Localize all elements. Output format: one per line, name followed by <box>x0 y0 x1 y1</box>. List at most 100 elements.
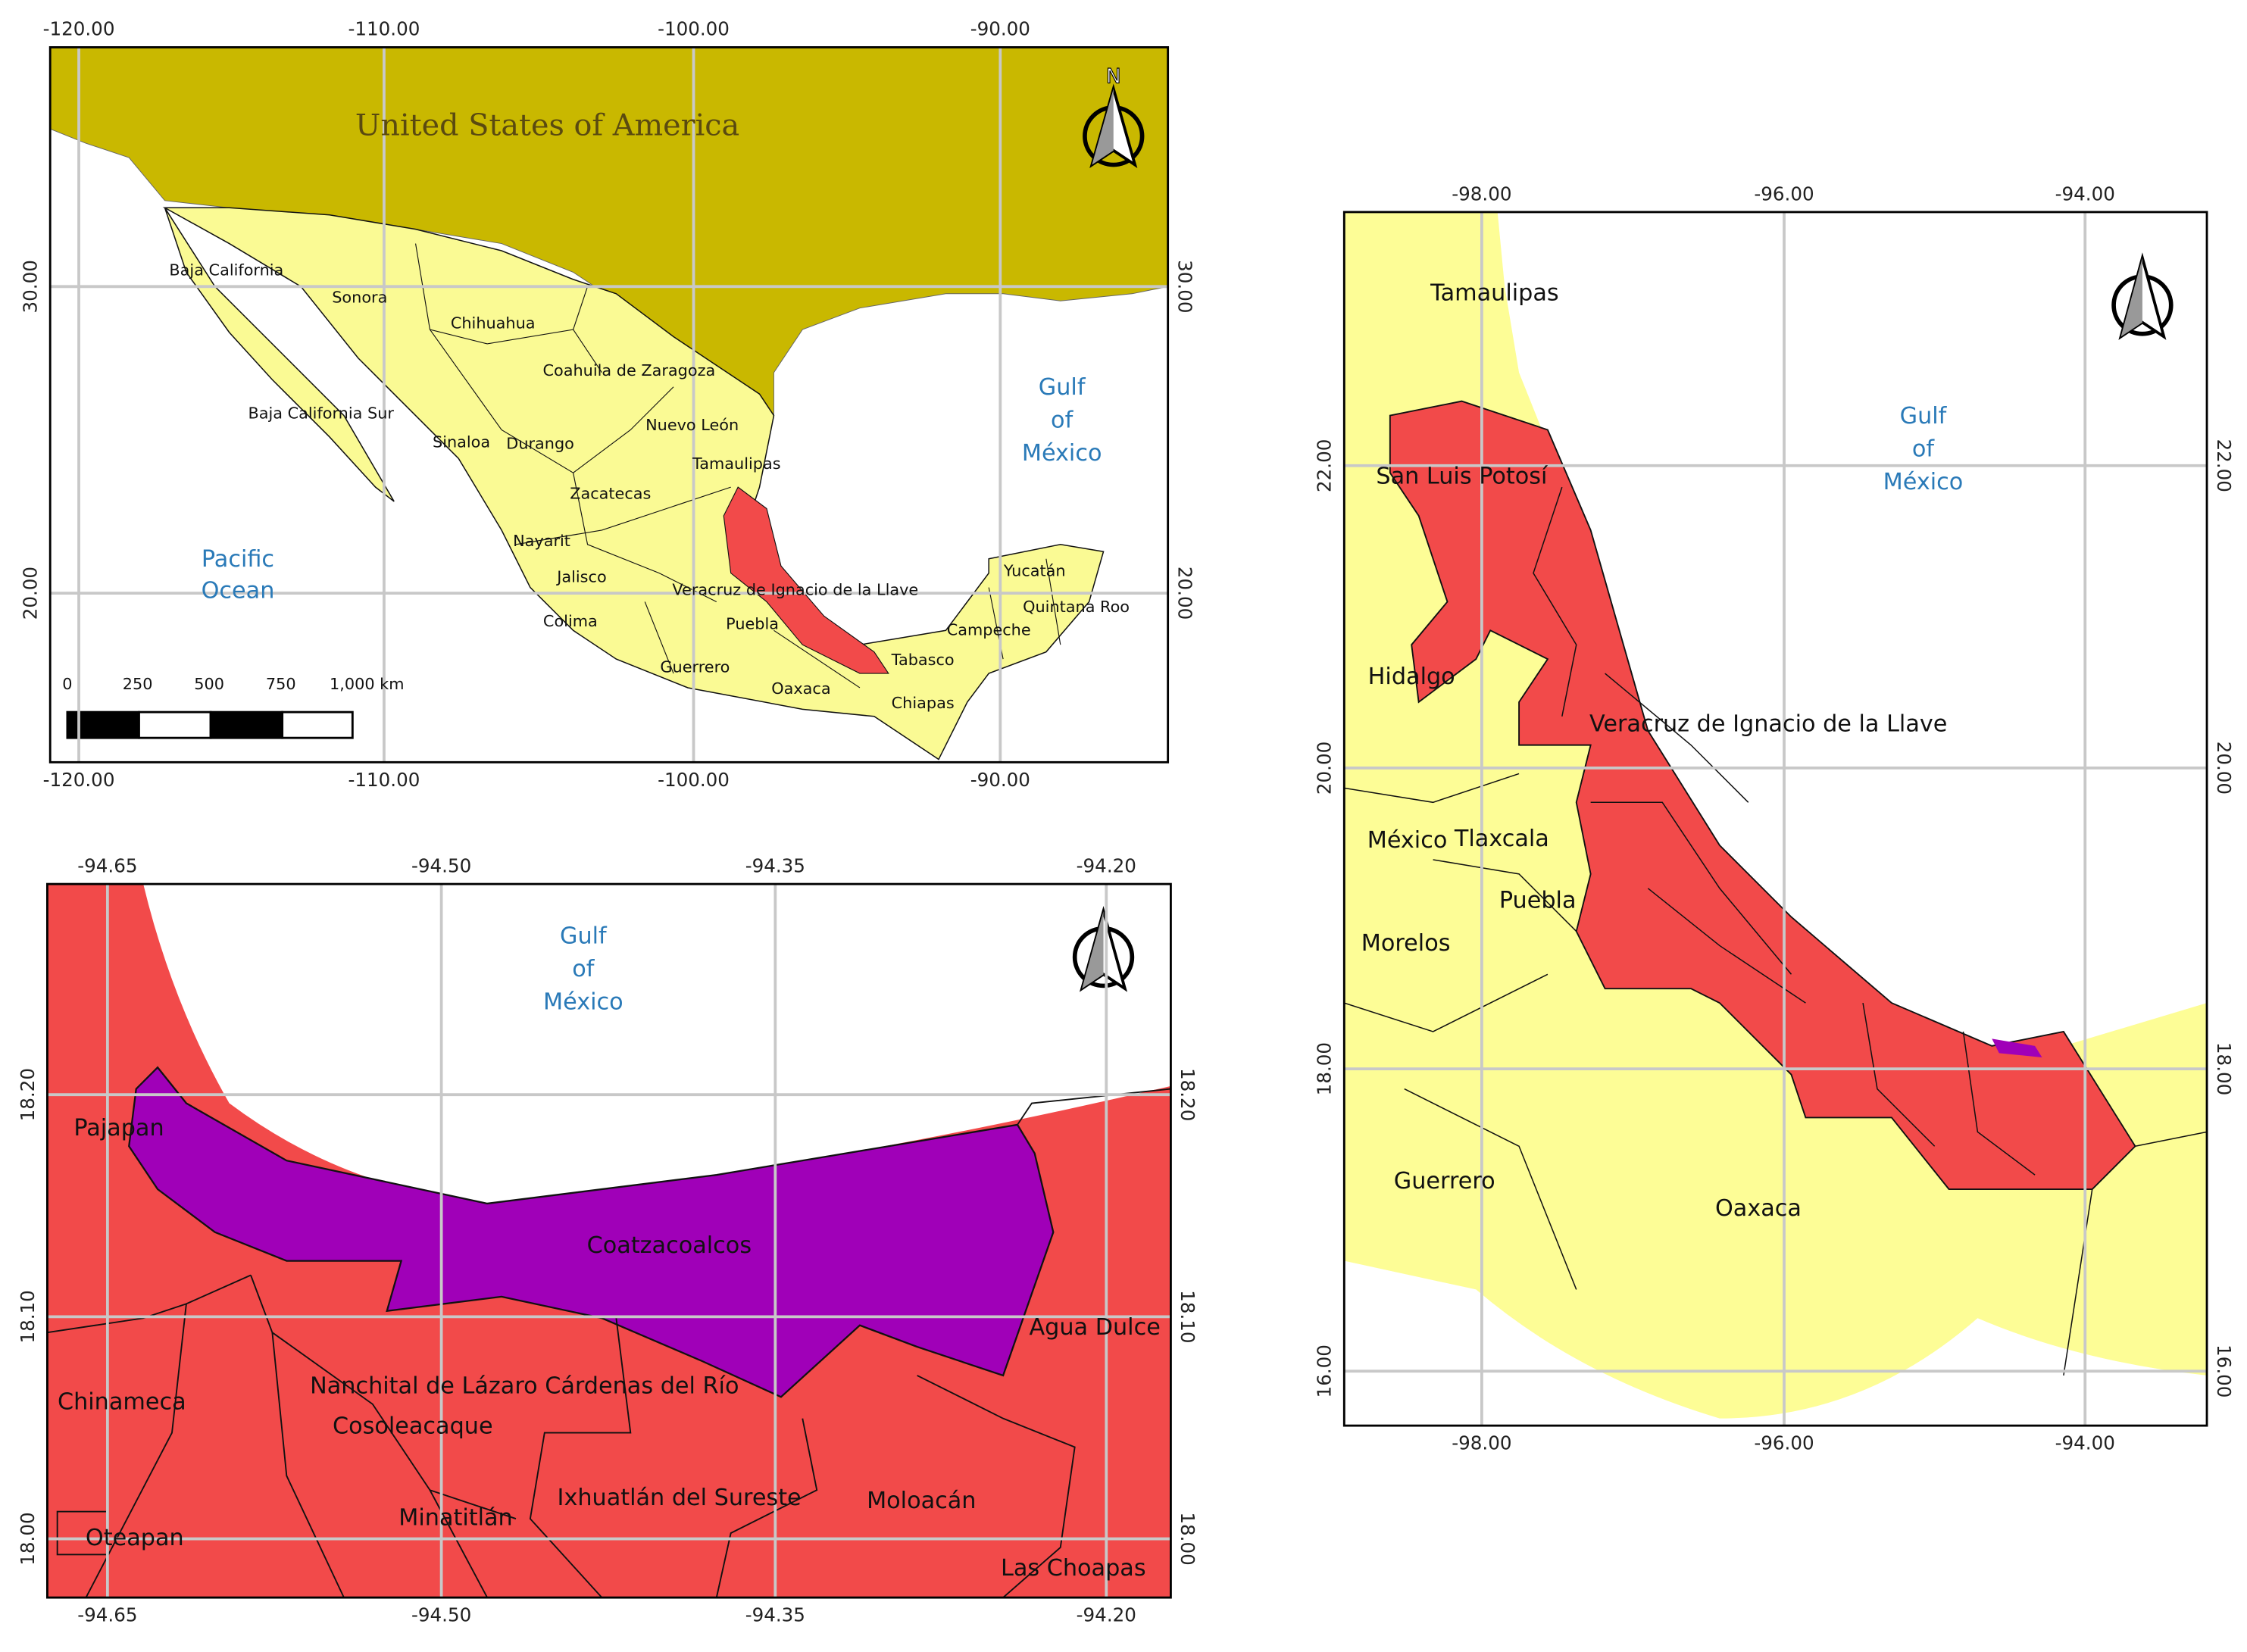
sea-label: of <box>1051 408 1074 434</box>
y-tick-label: 18.10 <box>17 1290 39 1343</box>
north-arrow <box>2111 252 2174 340</box>
x-tick-label: -90.00 <box>970 769 1030 791</box>
x-tick-label: -94.65 <box>77 854 137 876</box>
y-tick-label: 16.00 <box>2213 1344 2235 1397</box>
y-tick-label: 18.00 <box>2213 1042 2235 1095</box>
x-tick-label: -94.35 <box>745 1604 805 1626</box>
place-label: Moloacán <box>867 1488 976 1514</box>
x-tick-label: -94.50 <box>411 854 471 876</box>
place-label: Chiapas <box>892 694 955 712</box>
place-label: Tamaulipas <box>1430 279 1558 306</box>
place-label: Pajapan <box>73 1115 164 1141</box>
place-label: Coatzacoalcos <box>587 1232 752 1259</box>
place-label: Ixhuatlán del Sureste <box>558 1485 802 1511</box>
place-label: San Luis Potosí <box>1376 463 1549 489</box>
y-tick-label: 18.00 <box>17 1512 39 1565</box>
north-label: N <box>1106 65 1121 89</box>
y-tick-label: 20.00 <box>20 567 42 620</box>
x-tick-label: -96.00 <box>1754 183 1814 205</box>
x-tick-label: -90.00 <box>970 18 1030 40</box>
north-arrow <box>1072 905 1135 992</box>
place-label: Baja California Sur <box>248 404 394 423</box>
y-tick-label: 18.00 <box>1177 1512 1199 1565</box>
map-frame <box>46 882 1172 1599</box>
place-label: Jalisco <box>555 567 606 586</box>
map-mexico <box>50 47 1168 763</box>
place-label: Chihuahua <box>451 314 536 333</box>
x-tick-label: -94.20 <box>1077 854 1136 876</box>
x-tick-label: -110.00 <box>348 769 420 791</box>
place-label: Quintana Roo <box>1023 598 1130 616</box>
map-frame <box>1342 211 2208 1427</box>
x-tick-label: -110.00 <box>348 18 420 40</box>
place-label: México <box>1367 827 1448 854</box>
sea-label: of <box>1912 436 1936 462</box>
map-veracruz <box>1344 211 2208 1426</box>
y-tick-label: 18.20 <box>1177 1068 1199 1121</box>
place-label: Agua Dulce <box>1029 1314 1160 1341</box>
place-label: Nayarit <box>513 532 570 550</box>
place-label: Nuevo León <box>645 416 739 434</box>
x-tick-label: -96.00 <box>1754 1432 1814 1454</box>
y-tick-label: 20.00 <box>1174 567 1195 620</box>
sea-label: Gulf <box>1900 403 1948 429</box>
x-tick-label: -94.50 <box>411 1604 471 1626</box>
y-tick-label: 30.00 <box>1174 260 1195 313</box>
place-label: Las Choapas <box>1001 1555 1146 1582</box>
y-tick-label: 30.00 <box>20 260 42 313</box>
y-tick-label: 18.00 <box>1314 1042 1336 1095</box>
place-label: Guerrero <box>660 657 730 676</box>
north-arrow <box>1083 83 1145 168</box>
y-tick-label: 22.00 <box>1314 439 1336 492</box>
scale-label: 250 <box>123 675 153 693</box>
x-tick-label: -120.00 <box>43 769 115 791</box>
sea-label: Ocean <box>202 578 275 604</box>
country-label: United States of America <box>355 108 739 142</box>
scale-label: 0 <box>62 675 72 693</box>
map-frame <box>48 46 1170 764</box>
x-tick-label: -94.35 <box>745 854 805 876</box>
place-label: Colima <box>543 612 598 630</box>
y-tick-label: 16.00 <box>1314 1344 1336 1397</box>
y-tick-label: 18.20 <box>17 1068 39 1121</box>
place-label: Durango <box>506 434 574 452</box>
scale-bar <box>66 710 354 739</box>
place-label: Oaxaca <box>1715 1195 1802 1222</box>
sea-label: Pacific <box>202 546 274 573</box>
sea-label: Gulf <box>560 923 608 950</box>
y-tick-label: 22.00 <box>2213 439 2235 492</box>
x-tick-label: -94.20 <box>1077 1604 1136 1626</box>
sea-label: México <box>1022 440 1102 467</box>
place-label: Morelos <box>1361 930 1451 957</box>
place-label: Tlaxcala <box>1454 826 1549 852</box>
place-label: Zacatecas <box>570 485 651 503</box>
place-label: Sonora <box>332 288 387 306</box>
place-label: Tabasco <box>891 651 955 669</box>
x-tick-label: -98.00 <box>1452 183 1511 205</box>
place-label: Hidalgo <box>1368 664 1455 690</box>
x-tick-label: -120.00 <box>43 18 115 40</box>
place-label: Sinaloa <box>433 433 490 451</box>
y-tick-label: 18.10 <box>1177 1290 1199 1343</box>
place-label: Guerrero <box>1394 1168 1495 1194</box>
x-tick-label: -94.65 <box>77 1604 137 1626</box>
y-tick-label: 20.00 <box>1314 742 1336 795</box>
sea-label: of <box>572 956 595 982</box>
scale-label: 750 <box>266 675 296 693</box>
place-label: Minatitlán <box>398 1505 512 1532</box>
place-label: Oteapan <box>86 1525 184 1551</box>
place-label: Veracruz de Ignacio de la Llave <box>672 580 918 598</box>
place-label: Oaxaca <box>771 679 830 698</box>
place-label: Veracruz de Ignacio de la Llave <box>1589 711 1947 738</box>
place-label: Cosoleacaque <box>333 1413 493 1440</box>
x-tick-label: -98.00 <box>1452 1432 1511 1454</box>
place-label: Puebla <box>726 615 779 633</box>
map-coatzacoalcos <box>47 884 1171 1598</box>
place-label: Yucatán <box>1003 562 1066 580</box>
place-label: Chinameca <box>58 1388 186 1415</box>
place-label: Nanchital de Lázaro Cárdenas del Río <box>310 1373 739 1400</box>
scale-label: 1,000 km <box>330 675 404 693</box>
x-tick-label: -94.00 <box>2055 1432 2115 1454</box>
y-tick-label: 20.00 <box>2213 742 2235 795</box>
sea-label: México <box>543 989 623 1016</box>
